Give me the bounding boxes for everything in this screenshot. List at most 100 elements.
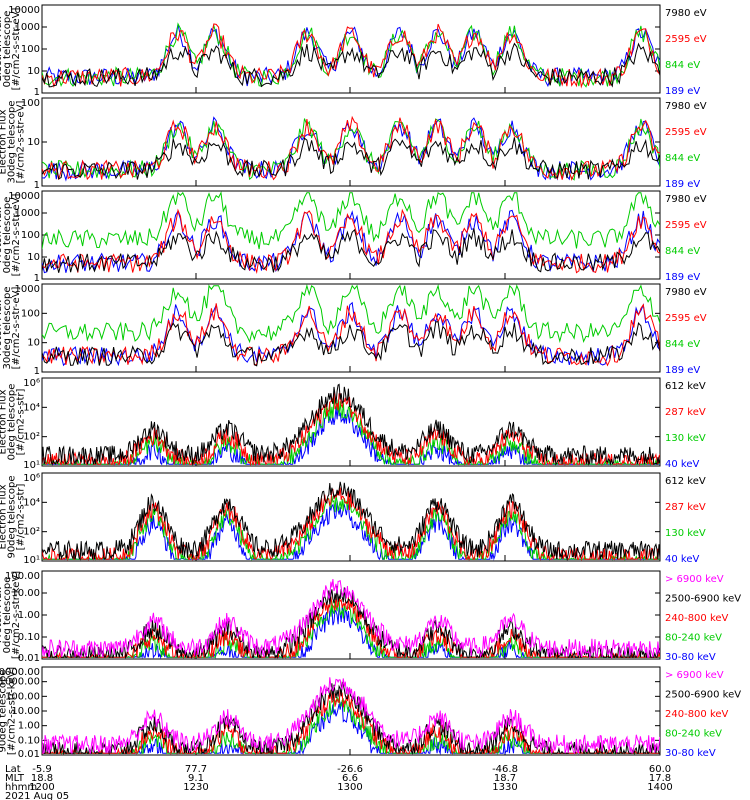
y-tick-label: 1: [34, 273, 40, 284]
y-tick-label: 100: [21, 44, 40, 55]
y-tick-label: 10⁴: [23, 497, 40, 508]
y-axis-label: 90deg telescope[#/cm2-s-str-keV]: [0, 667, 18, 755]
panel-6: 10⁶ 10⁴ 10² 10¹MEPEDElectron Flux90deg tele…: [0, 472, 706, 566]
panel-frame: [41, 283, 661, 373]
y-tick-label: 1000.00: [0, 677, 40, 688]
y-tick-label: 10⁴: [23, 402, 40, 413]
legend-entry: 2500-6900 keV: [665, 690, 741, 701]
panel-8: 10000.001000.00100.0010.001.000.100.0190…: [0, 666, 741, 760]
legend-entry: 240-800 keV: [665, 613, 729, 624]
legend-entry: 30-80 keV: [665, 652, 716, 663]
y-axis-label-line: [#/cm2-s-str-keV]: [7, 667, 18, 755]
y-axis-label-line: Proton Flux: [0, 207, 4, 263]
y-axis-label: MEPEDElectron Flux90deg telescope[#/cm2-…: [0, 475, 27, 558]
y-tick-label: 10¹: [23, 460, 40, 471]
series-trace: [42, 481, 660, 561]
y-axis-label: MEPEDElectron Flux0deg telescope[#/cm2-s…: [0, 384, 27, 461]
footer-date: 2021 Aug 05: [5, 791, 69, 800]
series-trace: [42, 208, 660, 275]
x-tick-label-mlt: 18.8: [31, 773, 53, 784]
y-axis-label-line: [#/cm2-s-str]: [16, 388, 27, 455]
legend-entry: > 6900 keV: [665, 574, 724, 585]
y-axis-label-line: 30deg telescope: [2, 286, 13, 369]
series-trace: [42, 392, 660, 466]
y-tick-label: 10: [27, 66, 40, 77]
panel-frame: [41, 472, 661, 562]
y-axis-label: Proton Flux30deg telescope[#/cm2-s-str-e…: [0, 286, 22, 369]
y-tick-label: 100.00: [5, 571, 40, 582]
legend-entry: 130 keV: [665, 433, 706, 444]
series-trace: [42, 42, 660, 88]
series-trace: [42, 116, 660, 182]
y-axis-label: TEDElectron Flux30deg telescope[#/cm2-s-…: [0, 100, 27, 183]
y-axis-label-line: Electron Flux: [0, 389, 9, 454]
legend-entry: 844 eV: [665, 60, 700, 71]
panel-1: 10000 1000 100 10 1 Electron Flux0deg telesco…: [0, 4, 707, 98]
y-axis-label: Proton Flux0deg telescope[#/cm2-s-str-ke…: [0, 571, 22, 659]
y-tick-label: 1000: [15, 22, 40, 33]
x-tick-label-mlt: 17.8: [649, 773, 671, 784]
legend-entry: 612 keV: [665, 381, 706, 392]
legend-entry: 240-800 keV: [665, 709, 729, 720]
panel-frame: [41, 377, 661, 467]
series-trace: [42, 677, 660, 755]
legend-entry: > 6900 keV: [665, 670, 724, 681]
series-trace: [42, 228, 660, 273]
y-tick-label: 1: [34, 366, 40, 377]
traces: [42, 677, 660, 755]
y-axis-label-line: [#/cm2-s-str]: [16, 483, 27, 550]
y-tick-label: 1000: [15, 284, 40, 295]
panel-3: 10000 1000 100 10 1 Proton Flux0deg telescope…: [0, 190, 707, 284]
legend-entry: 2595 eV: [665, 313, 707, 324]
y-tick-label: 10: [27, 338, 40, 349]
traces: [42, 22, 660, 89]
legend-entry: 189 eV: [665, 272, 700, 283]
legend-entry: 80-240 keV: [665, 633, 722, 644]
legend-entry: 2595 eV: [665, 127, 707, 138]
series-trace: [42, 303, 660, 367]
traces: [42, 578, 660, 659]
series-trace: [42, 191, 660, 250]
legend-entry: 844 eV: [665, 246, 700, 257]
x-tick-label-lat: -26.6: [337, 764, 363, 775]
series-trace: [42, 585, 660, 659]
series-trace: [42, 578, 660, 659]
y-axis-label-line: 0deg telescope: [2, 577, 13, 654]
x-tick-label-lat: 77.7: [185, 764, 207, 775]
y-tick-label: 10000.00: [0, 667, 40, 678]
y-tick-label: 1: [34, 180, 40, 191]
y-tick-label: 10²: [23, 432, 40, 443]
y-tick-label: 100: [21, 230, 40, 241]
y-axis-label-line: [#/cm2-s-str-eV]: [16, 101, 27, 184]
legend-entry: 2500-6900 keV: [665, 594, 741, 605]
legend-entry: 2595 eV: [665, 34, 707, 45]
y-axis-label-line: [#/cm2-s-str-eV]: [11, 194, 22, 277]
legend-entry: 80-240 keV: [665, 729, 722, 740]
y-tick-label: 100: [21, 308, 40, 319]
traces: [42, 481, 660, 561]
y-axis-label-line: 0deg telescope: [2, 197, 13, 274]
series-trace: [42, 118, 660, 181]
legend-entry: 189 eV: [665, 86, 700, 97]
y-axis-label: Proton Flux0deg telescope[#/cm2-s-str-eV…: [0, 194, 22, 277]
y-tick-label: 0.10: [18, 735, 40, 746]
x-tick-label-hhmm: 1330: [492, 782, 517, 793]
legend-entry: 40 keV: [665, 459, 699, 470]
y-tick-label: 0.10: [18, 632, 40, 643]
x-tick-label-mlt: 18.7: [494, 773, 516, 784]
legend-entry: 7980 eV: [665, 8, 707, 19]
legend-entry: 40 keV: [665, 554, 699, 565]
series-trace: [42, 383, 660, 466]
panel-5: 10⁶ 10⁴ 10² 10¹MEPEDElectron Flux0deg teles…: [0, 377, 706, 471]
legend-entry: 7980 eV: [665, 194, 707, 205]
legend-entry: 287 keV: [665, 502, 706, 513]
panel-2: 100 10 1 TEDElectron Flux30deg telescope[#/…: [0, 97, 707, 191]
legend-entry: 7980 eV: [665, 287, 707, 298]
y-tick-label: 1000: [15, 208, 40, 219]
x-tick-label-lat: -46.8: [492, 764, 518, 775]
series-trace: [42, 209, 660, 274]
y-tick-label: 10¹: [23, 555, 40, 566]
x-tick-label-mlt: 6.6: [342, 773, 358, 784]
legend-entry: 287 keV: [665, 407, 706, 418]
y-tick-label: 10000: [8, 191, 40, 202]
